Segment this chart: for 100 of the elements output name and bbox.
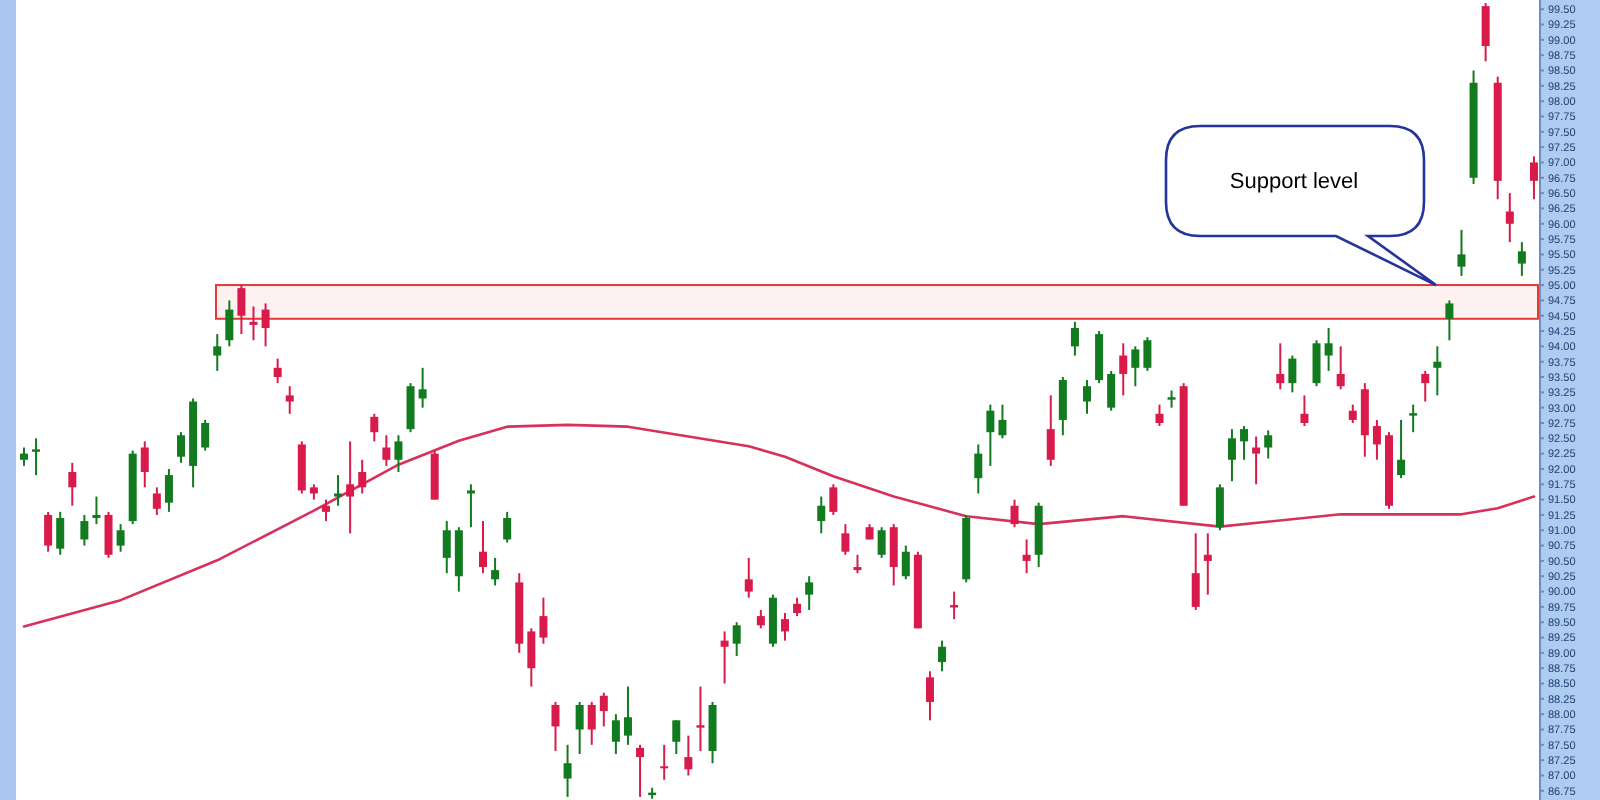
candlestick	[817, 495, 826, 535]
candlestick	[950, 590, 959, 621]
candlestick	[394, 434, 403, 474]
candlestick	[1215, 483, 1224, 532]
candlestick	[177, 431, 186, 464]
candlestick	[551, 700, 560, 752]
candlestick	[527, 627, 536, 688]
candlestick	[1433, 345, 1442, 397]
candlestick	[1131, 345, 1140, 388]
candlestick	[285, 385, 294, 415]
candlestick	[1155, 403, 1164, 428]
candlestick	[1421, 369, 1430, 403]
candlestick	[1529, 155, 1538, 201]
candlestick	[1083, 379, 1091, 415]
candlestick	[1288, 354, 1297, 394]
candlestick	[611, 713, 620, 756]
candlestick	[19, 446, 28, 467]
candlestick	[297, 440, 306, 495]
candlestick	[636, 743, 645, 798]
candlestick	[237, 284, 246, 336]
candlestick	[696, 685, 705, 752]
candlestick	[889, 523, 898, 587]
candlestick	[346, 440, 355, 535]
candlestick	[768, 593, 777, 648]
candlestick	[998, 403, 1007, 440]
candlestick	[793, 596, 802, 618]
candlestick	[1276, 342, 1285, 391]
candlestick	[684, 734, 693, 777]
candlestick	[164, 467, 173, 513]
candlestick	[116, 523, 125, 553]
candlestick	[974, 443, 983, 495]
candlestick	[454, 526, 463, 593]
candlestick	[201, 418, 210, 452]
candlestick	[720, 630, 729, 685]
candlestick	[1445, 299, 1454, 342]
candlestick	[1360, 382, 1369, 458]
candlestick	[599, 691, 608, 728]
candlestick	[744, 556, 753, 599]
candlestick	[925, 670, 934, 722]
candlestick	[1010, 498, 1019, 529]
candlestick	[152, 486, 161, 516]
candlestick	[140, 440, 149, 489]
candlestick	[406, 382, 415, 434]
candlestick	[1457, 228, 1466, 277]
candlestick	[1264, 429, 1273, 460]
candlestick	[1372, 418, 1381, 461]
candlestick	[1481, 2, 1490, 63]
candlestick	[575, 700, 584, 756]
candlestick	[273, 357, 282, 385]
line-series	[22, 423, 1536, 628]
candlestick	[986, 403, 995, 467]
candlestick	[382, 434, 391, 467]
candlestick	[80, 513, 89, 547]
candlestick	[1095, 330, 1104, 385]
candlestick	[466, 483, 475, 529]
candlestick	[442, 520, 451, 575]
candlestick	[479, 520, 488, 575]
candlestick	[756, 608, 765, 630]
annotation: Support level	[1229, 169, 1359, 194]
candlestick	[732, 621, 741, 657]
candlestick	[1409, 403, 1418, 434]
candlestick	[1348, 403, 1357, 424]
candlestick	[503, 510, 512, 544]
candlestick	[901, 544, 910, 581]
candlestick	[1505, 192, 1514, 244]
candlestick	[1191, 532, 1200, 611]
candlestick	[829, 483, 838, 516]
candlestick	[938, 639, 947, 673]
candlestick	[225, 299, 234, 348]
candlestick	[1046, 394, 1055, 467]
candlestick	[56, 510, 65, 556]
candlestick	[1240, 425, 1249, 461]
candlestick	[1070, 320, 1079, 357]
candlestick	[1517, 241, 1526, 277]
candlestick	[68, 461, 77, 507]
candlestick	[1397, 418, 1406, 480]
candlestick	[32, 437, 41, 477]
candlestick	[1336, 345, 1345, 391]
candlestick	[213, 333, 222, 372]
candlestick	[358, 458, 367, 495]
candlestick	[491, 556, 500, 587]
candlestick	[249, 305, 258, 342]
candlestick	[853, 553, 862, 575]
candlestick	[563, 743, 572, 798]
candlestick	[370, 412, 379, 443]
candlestick	[841, 523, 850, 556]
candlestick	[877, 526, 886, 559]
candlestick	[1203, 532, 1212, 596]
candlestick	[334, 474, 343, 507]
candlestick	[1300, 394, 1309, 428]
candlestick	[1107, 369, 1116, 412]
candlestick	[623, 685, 632, 746]
candlestick	[672, 719, 681, 756]
candlestick	[418, 366, 427, 409]
candlestick	[44, 510, 53, 553]
candlestick	[1227, 428, 1236, 483]
candlestick	[1252, 435, 1261, 486]
candlestick	[321, 498, 330, 523]
candlestick	[539, 596, 548, 645]
candlestick	[708, 700, 717, 765]
